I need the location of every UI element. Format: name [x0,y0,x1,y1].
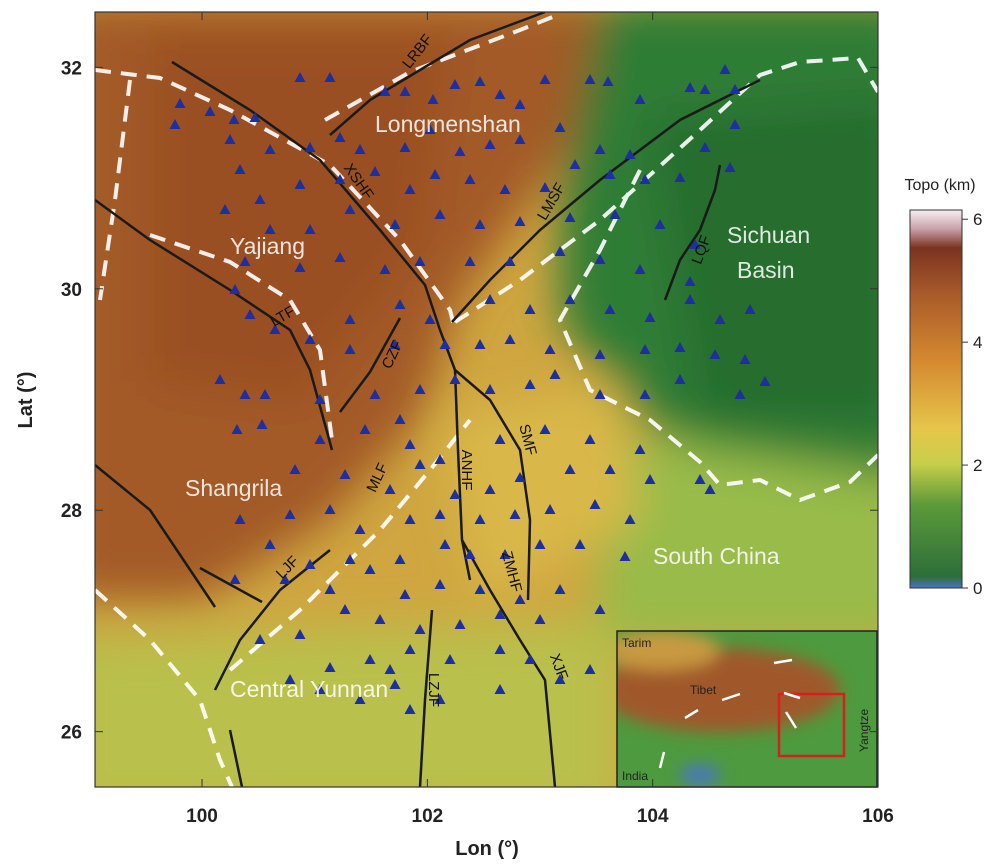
region-label: Sichuan [727,222,810,248]
colorbar-tick-label: 2 [973,456,982,475]
map-frame [94,11,879,788]
y-tick-label: 26 [61,723,82,744]
colorbar-tick-label: 0 [973,579,982,598]
axes: 100 102 104 106 26 28 30 32 [61,12,894,827]
y-axis-label: Lat (°) [15,372,37,429]
colorbar-ticks: 0 2 4 6 [962,210,982,598]
region-label: South China [653,543,780,569]
region-label: Basin [737,257,795,283]
x-axis-label: Lon (°) [455,838,519,860]
region-labels: Longmenshan Yajiang Sichuan Basin Shangr… [185,111,810,702]
y-tick-label: 32 [61,58,82,79]
inset-label: Tarim [622,636,651,650]
inset: Tarim Tibet India Yangtze [616,630,878,788]
region-label: Longmenshan [375,111,521,137]
topography [95,12,878,787]
x-tick-label: 104 [637,806,669,827]
colorbar-tick-label: 4 [973,333,982,352]
y-tick-label: 28 [61,501,82,522]
region-label: Shangrila [185,475,282,501]
colorbar-title: Topo (km) [904,177,975,194]
y-tick-label: 30 [61,280,82,301]
inset-label: Tibet [690,683,717,697]
boundaries [95,12,878,787]
colorbar [909,209,963,589]
fault-label: ANHF [458,450,475,491]
inset-label: India [622,769,648,783]
colorbar-tick-label: 6 [973,210,982,229]
region-label: Central Yunnan [230,676,388,702]
fault-label: LZJF [425,673,442,707]
x-tick-label: 102 [412,806,444,827]
x-tick-label: 106 [862,806,894,827]
inset-label: Yangtze [857,709,871,752]
region-label: Yajiang [230,233,305,259]
x-tick-label: 100 [186,806,218,827]
